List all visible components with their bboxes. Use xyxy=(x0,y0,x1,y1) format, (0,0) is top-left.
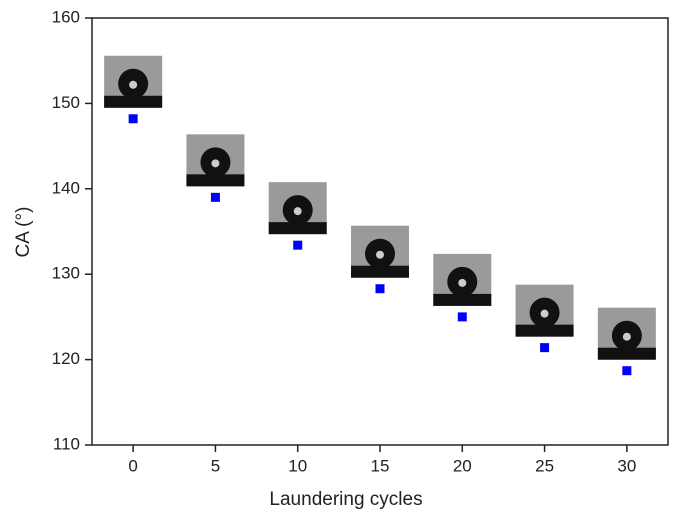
droplet-highlight xyxy=(376,250,384,259)
x-tick-label: 10 xyxy=(288,456,307,475)
x-axis-label: Laundering cycles xyxy=(269,489,422,510)
x-tick-label: 30 xyxy=(617,456,636,475)
droplet-image xyxy=(433,253,492,306)
image-substrate xyxy=(597,347,656,360)
y-tick-label: 110 xyxy=(53,434,80,453)
y-tick-label: 130 xyxy=(52,264,80,283)
droplet-image xyxy=(186,134,245,187)
droplet-highlight xyxy=(211,159,220,168)
image-substrate xyxy=(268,222,327,235)
point xyxy=(622,366,632,376)
droplet-image xyxy=(597,307,656,360)
image-substrate xyxy=(515,324,574,337)
droplet-highlight xyxy=(458,278,467,287)
droplet-highlight xyxy=(293,207,302,216)
x-tick-label: 0 xyxy=(128,456,137,475)
image-substrate xyxy=(104,95,163,108)
point xyxy=(210,192,220,202)
point xyxy=(128,114,138,124)
image-substrate xyxy=(433,293,492,306)
droplet-image xyxy=(104,55,163,108)
image-substrate xyxy=(351,265,409,278)
y-tick-label: 140 xyxy=(52,178,80,197)
droplet-image xyxy=(515,284,574,337)
x-tick-label: 20 xyxy=(453,456,472,475)
droplet-image xyxy=(351,225,409,278)
x-tick-label: 5 xyxy=(211,456,220,475)
y-tick-label: 120 xyxy=(52,349,80,368)
droplet-highlight xyxy=(129,80,138,89)
point xyxy=(457,312,467,322)
image-substrate xyxy=(186,174,245,187)
droplet-highlight xyxy=(622,332,631,341)
point xyxy=(540,343,550,353)
droplet-highlight xyxy=(540,309,549,318)
y-axis-label: CA (°) xyxy=(13,207,34,258)
point xyxy=(293,240,303,250)
droplet-image xyxy=(268,182,327,235)
x-tick-label: 25 xyxy=(535,456,554,475)
y-tick-label: 150 xyxy=(52,93,80,112)
point xyxy=(375,284,385,294)
y-tick-label: 160 xyxy=(52,7,80,26)
x-tick-label: 15 xyxy=(371,456,390,475)
